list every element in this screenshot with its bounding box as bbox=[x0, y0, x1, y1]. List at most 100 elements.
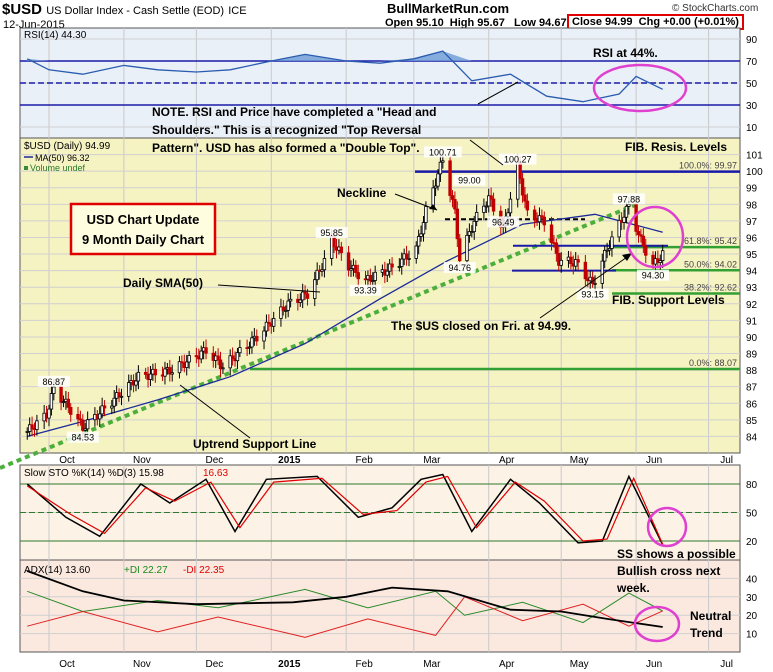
price-point-label: 94.76 bbox=[448, 263, 471, 273]
adx-minus-di-line bbox=[27, 596, 663, 638]
candle-body bbox=[453, 199, 457, 210]
sma-pointer bbox=[217, 284, 321, 293]
candle-body bbox=[600, 260, 604, 284]
candle-body bbox=[262, 330, 266, 342]
candle-body bbox=[170, 372, 174, 375]
candle-body bbox=[387, 263, 392, 272]
candle-body bbox=[49, 393, 54, 410]
y-tick-label: 96 bbox=[746, 233, 758, 244]
candle-body bbox=[574, 259, 578, 267]
x-tick-label: Mar bbox=[423, 659, 441, 670]
adx-highlight-circle bbox=[633, 605, 681, 643]
note-line: Pattern". USD has also formed a "Double … bbox=[152, 141, 420, 155]
candle-body bbox=[134, 380, 138, 386]
x-tick-label: Jun bbox=[646, 455, 662, 466]
note-line: Shoulders." This is a recognized "Top Re… bbox=[152, 123, 421, 137]
y-tick-label: 90 bbox=[746, 35, 758, 46]
fib-level-label: 38.2%: 92.62 bbox=[684, 283, 737, 293]
update-title: USD Chart Update bbox=[87, 212, 200, 227]
candle-body bbox=[148, 373, 153, 380]
price-point-label: 93.39 bbox=[354, 286, 377, 296]
ma50-legend: MA(50) 96.32 bbox=[35, 153, 90, 163]
price-label-bg bbox=[443, 262, 476, 274]
candle-body bbox=[660, 250, 665, 261]
candle-body bbox=[467, 231, 472, 236]
candle-body bbox=[627, 203, 631, 207]
y-tick-label: 30 bbox=[746, 101, 758, 112]
symbol-name: US Dollar Index - Cash Settle (EOD) bbox=[46, 5, 225, 17]
candle-body bbox=[636, 231, 641, 236]
candle-body bbox=[419, 233, 423, 237]
price-point-label: 99.00 bbox=[458, 176, 481, 186]
candle-body bbox=[349, 268, 353, 271]
x-tick-label: Mar bbox=[423, 455, 441, 466]
price-label-bg bbox=[66, 431, 99, 443]
x-tick-label: 2015 bbox=[278, 659, 301, 670]
fib-level-label: 61.8%: 95.42 bbox=[684, 236, 737, 246]
candle-body bbox=[506, 212, 510, 218]
candle-body bbox=[255, 335, 259, 342]
y-tick-label: 97 bbox=[746, 217, 758, 228]
candle-body bbox=[416, 236, 421, 247]
candle-body bbox=[303, 291, 307, 295]
x-tick-label: Feb bbox=[356, 659, 374, 670]
x-tick-label: May bbox=[570, 455, 589, 466]
price-point-label: 84.53 bbox=[72, 433, 95, 443]
candle-body bbox=[143, 371, 148, 375]
ohlc-readout: Open 95.10 High 95.67 Low 94.67 bbox=[385, 17, 567, 29]
candle-body bbox=[617, 220, 621, 238]
sma-annotation: Daily SMA(50) bbox=[123, 276, 203, 290]
candle-body bbox=[322, 258, 327, 271]
candle-body bbox=[59, 386, 63, 403]
candle-body bbox=[424, 206, 428, 223]
candle-body bbox=[339, 246, 344, 254]
candle-body bbox=[523, 194, 527, 202]
candle-body bbox=[554, 242, 559, 254]
candle-body bbox=[448, 160, 452, 196]
sto-annotation-line: Bullish cross next bbox=[617, 564, 720, 578]
candle-body bbox=[385, 270, 389, 276]
candle-body bbox=[520, 178, 525, 196]
candle-body bbox=[397, 266, 402, 268]
price-point-label: 95.85 bbox=[320, 228, 343, 238]
update-title-box bbox=[69, 202, 217, 256]
candle-body bbox=[508, 198, 513, 214]
candle-body bbox=[136, 371, 141, 382]
candle-body bbox=[436, 173, 440, 187]
panel-adx-bg bbox=[19, 559, 741, 653]
candle-body bbox=[639, 234, 643, 237]
candle-body bbox=[69, 406, 73, 415]
symbol: $USD bbox=[2, 1, 43, 18]
candle-body bbox=[559, 259, 563, 266]
price-highlight-circle bbox=[625, 205, 685, 269]
candle-body bbox=[407, 258, 411, 260]
fib-level-label: 100.0%: 99.97 bbox=[679, 161, 737, 171]
update-subtitle: 9 Month Daily Chart bbox=[82, 232, 205, 247]
candle-body bbox=[641, 235, 646, 247]
adx-annotation-line: Trend bbox=[690, 626, 723, 640]
candle-body bbox=[414, 245, 418, 259]
sto-legend-k: Slow STO %K(14) %D(3) 15.98 bbox=[24, 468, 164, 479]
candle-body bbox=[532, 209, 537, 220]
y-tick-label: 40 bbox=[746, 574, 758, 585]
candle-body bbox=[284, 309, 288, 312]
candle-body bbox=[238, 347, 242, 354]
close-arrowhead bbox=[622, 253, 632, 261]
price-point-label: 93.15 bbox=[581, 290, 604, 300]
fib-level-label: 0.0%: 88.07 bbox=[689, 358, 737, 368]
price-label-bg bbox=[453, 174, 486, 186]
price-point-label: 100.27 bbox=[504, 155, 532, 165]
candle-body bbox=[602, 250, 607, 262]
candle-body bbox=[356, 272, 360, 280]
y-tick-label: 80 bbox=[746, 480, 758, 491]
neckline-arrowhead bbox=[429, 204, 437, 210]
candle-body bbox=[474, 211, 479, 222]
candle-body bbox=[271, 318, 276, 327]
price-label-bg bbox=[37, 375, 70, 387]
candle-body bbox=[644, 245, 648, 256]
x-tick-label: Oct bbox=[59, 659, 75, 670]
candle-body bbox=[66, 398, 71, 408]
candle-body bbox=[438, 161, 443, 175]
candle-body bbox=[168, 367, 172, 375]
